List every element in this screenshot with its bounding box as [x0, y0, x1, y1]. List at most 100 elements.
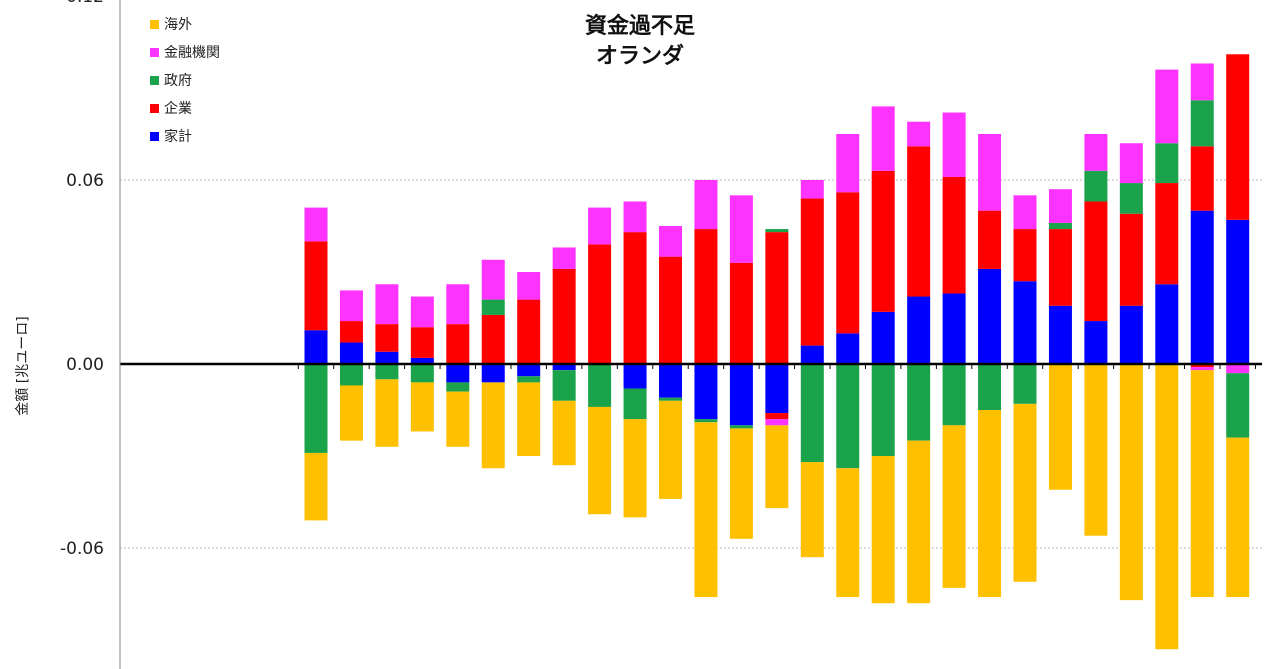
bar-segment: [1190, 210, 1214, 364]
bar-segment: [375, 364, 399, 380]
legend-swatch: [150, 47, 159, 57]
bar-segment: [623, 419, 647, 518]
bar-segment: [1013, 281, 1037, 364]
legend-item: 金融機関: [150, 38, 220, 66]
bar-segment: [1119, 213, 1143, 306]
y-axis-label: 金額 [兆ユーロ]: [15, 316, 31, 416]
bar-segment: [1190, 367, 1214, 371]
bar-segment: [623, 388, 647, 420]
bar-segment: [588, 364, 612, 407]
bar-segment: [446, 324, 470, 364]
bar-segment: [1190, 63, 1214, 101]
bar-segment: [481, 314, 505, 364]
bar-segment: [942, 176, 966, 294]
bar-segment: [339, 385, 363, 441]
bar-segment: [623, 201, 647, 233]
bar-segment: [410, 364, 434, 383]
bar-segment: [410, 296, 434, 328]
y-ticks: 0.12 0.06 0.00 -0.06: [60, 0, 104, 559]
bar-segment: [765, 419, 789, 426]
bar-segment: [942, 112, 966, 177]
legend: 海外 金融機関 政府 企業 家計: [150, 10, 220, 150]
legend-swatch: [150, 131, 159, 141]
y-tick-label: -0.06: [60, 539, 104, 559]
bar-segment: [659, 364, 682, 398]
bar-segment: [907, 440, 931, 604]
bar-segment: [304, 207, 328, 242]
bar-segment: [552, 268, 576, 364]
bar-segment: [942, 364, 966, 426]
bar-segment: [800, 180, 824, 199]
bar-segment: [375, 351, 399, 364]
bar-segment: [729, 428, 753, 539]
legend-swatch: [150, 103, 159, 113]
bar-segment: [1084, 364, 1108, 536]
axes: [119, 0, 1262, 669]
bar-segment: [871, 106, 895, 171]
bar-segment: [942, 425, 966, 588]
bar-segment: [552, 364, 576, 371]
bar-segment: [729, 364, 753, 426]
bar-segment: [446, 284, 470, 325]
legend-swatch: [150, 75, 159, 85]
bar-segment: [1013, 195, 1037, 230]
legend-label: 金融機関: [164, 45, 220, 61]
bar-segment: [375, 284, 399, 325]
bar-segment: [659, 400, 682, 499]
bar-segment: [1155, 364, 1179, 650]
bar-segment: [446, 364, 470, 383]
bar-segment: [1084, 134, 1108, 171]
bar-segment: [1155, 183, 1179, 285]
bar-segment: [1190, 100, 1214, 147]
bar-segment: [1155, 143, 1179, 184]
bar-segment: [304, 452, 328, 521]
bar-segment: [517, 364, 541, 377]
bar-segment: [623, 232, 647, 364]
bar-segment: [694, 229, 718, 364]
legend-item: 海外: [150, 10, 220, 38]
bar-segment: [517, 382, 541, 456]
bar-segment: [1190, 370, 1214, 598]
bar-segment: [375, 324, 399, 352]
bar-segment: [659, 397, 682, 401]
bar-segment: [1119, 143, 1143, 184]
legend-item: 家計: [150, 122, 220, 150]
y-tick-label: 0.00: [66, 355, 104, 375]
bar-segment: [694, 422, 718, 598]
bar-segment: [765, 425, 789, 509]
bar-segment: [871, 170, 895, 312]
bar-segment: [836, 192, 860, 334]
bar-segment: [1226, 373, 1250, 438]
bar-segment: [339, 364, 363, 386]
bar-segment: [552, 370, 576, 401]
bar-segment: [623, 364, 647, 389]
bar-segment: [800, 462, 824, 558]
bar-segment: [800, 198, 824, 346]
bar-segment: [517, 299, 541, 364]
bar-segment: [836, 333, 860, 364]
bar-segment: [1226, 437, 1250, 598]
bar-segment: [481, 299, 505, 315]
bar-segment: [410, 327, 434, 358]
legend-label: 企業: [164, 101, 192, 117]
y-tick-label: 0.12: [66, 0, 104, 7]
bar-segment: [694, 419, 718, 423]
bar-segment: [1155, 69, 1179, 144]
bar-segment: [729, 195, 753, 263]
bar-segment: [871, 311, 895, 364]
bar-segment: [1084, 170, 1108, 202]
bar-segment: [1013, 403, 1037, 582]
bar-segment: [694, 364, 718, 420]
bar-segment: [907, 364, 931, 441]
bar-segment: [978, 268, 1002, 364]
bar-segment: [1119, 364, 1143, 601]
bar-segment: [304, 241, 328, 331]
bar-segment: [978, 410, 1002, 598]
bar-segment: [446, 391, 470, 447]
bar-segment: [588, 207, 612, 245]
y-tick-label: 0.06: [66, 171, 104, 191]
bar-segment: [1226, 54, 1250, 220]
bar-segment: [659, 256, 682, 364]
bar-segment: [1048, 222, 1072, 230]
bar-segment: [1119, 183, 1143, 214]
